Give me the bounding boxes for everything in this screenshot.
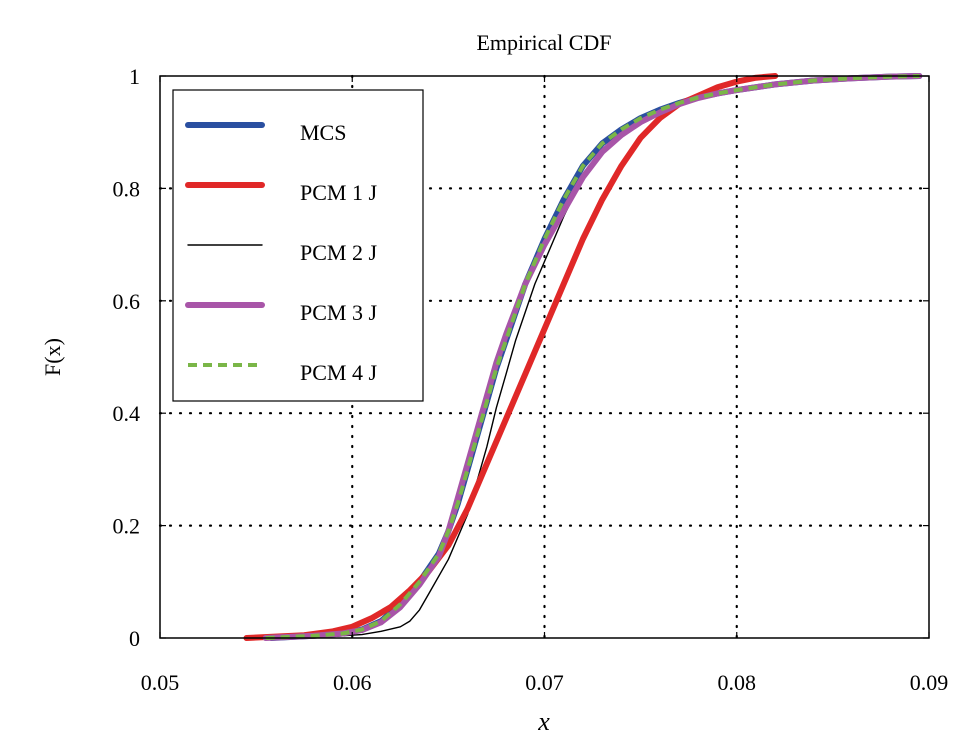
y-tick-label: 0.6 bbox=[113, 289, 141, 314]
legend-label: PCM 2 J bbox=[300, 240, 377, 265]
series-line-pcm-4-j bbox=[265, 74, 920, 640]
x-tick-label: 0.06 bbox=[333, 670, 372, 695]
legend-label: PCM 1 J bbox=[300, 180, 377, 205]
x-axis-ticks: 0.05 0.06 0.07 0.08 0.09 bbox=[141, 76, 949, 695]
y-tick-label: 0.8 bbox=[113, 176, 141, 201]
legend: MCS PCM 1 J PCM 2 J PCM 3 J PCM 4 J bbox=[172, 89, 424, 402]
y-tick-label: 1 bbox=[129, 64, 140, 89]
legend-label: PCM 4 J bbox=[300, 360, 377, 385]
x-tick-label: 0.08 bbox=[718, 670, 757, 695]
x-tick-label: 0.07 bbox=[525, 670, 564, 695]
y-tick-label: 0.2 bbox=[113, 514, 141, 539]
x-tick-label: 0.05 bbox=[141, 670, 180, 695]
legend-label: MCS bbox=[300, 120, 346, 145]
x-axis-label: x bbox=[537, 707, 550, 736]
y-axis-label: F(x) bbox=[40, 338, 65, 376]
y-tick-label: 0.4 bbox=[113, 401, 141, 426]
chart-title: Empirical CDF bbox=[476, 30, 611, 55]
y-tick-label: 0 bbox=[129, 626, 140, 651]
legend-label: PCM 3 J bbox=[300, 300, 377, 325]
series-layer bbox=[243, 73, 923, 641]
x-tick-label: 0.09 bbox=[910, 670, 949, 695]
y-axis-ticks: 0 0.2 0.4 0.6 0.8 1 bbox=[113, 64, 929, 651]
